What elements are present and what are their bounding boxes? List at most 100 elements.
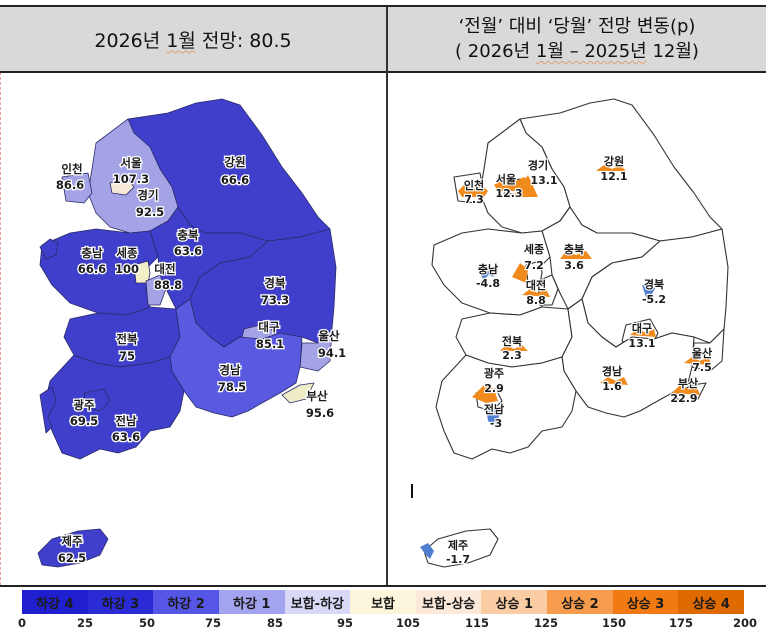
svg-text:-5.2: -5.2 (642, 293, 666, 306)
tick: 0 (17, 616, 27, 630)
svg-text:7.2: 7.2 (524, 259, 544, 272)
svg-text:서울: 서울 (496, 172, 516, 186)
margin-guide (0, 7, 2, 585)
svg-text:경남: 경남 (219, 363, 241, 377)
region-jeonnam (43, 354, 185, 460)
color-legend: 하강 4 하강 3 하강 2 하강 1 보합-하강 보합 보합-상승 상승 1 … (22, 590, 745, 614)
svg-text:부산: 부산 (306, 389, 328, 403)
forecast-map: 인천 86.6 서울 107.3 경기 92.5 강원 66.6 충북 63.6… (0, 73, 386, 585)
tick: 125 (533, 616, 559, 630)
svg-text:66.6: 66.6 (221, 173, 249, 187)
svg-text:경기: 경기 (137, 188, 158, 202)
text-cursor (411, 484, 413, 498)
tick: 115 (464, 616, 490, 630)
legend-item-down3: 하강 3 (87, 590, 154, 614)
svg-text:13.1: 13.1 (530, 174, 557, 187)
svg-text:86.6: 86.6 (56, 178, 84, 192)
svg-text:1.6: 1.6 (602, 380, 622, 393)
svg-text:12.1: 12.1 (600, 170, 627, 183)
tick: 95 (336, 616, 354, 630)
region-seoul (109, 178, 135, 196)
svg-text:울산: 울산 (692, 346, 712, 360)
svg-text:울산: 울산 (318, 329, 340, 343)
legend-item-up2: 상승 2 (547, 590, 613, 614)
svg-text:광주: 광주 (73, 398, 95, 412)
tick: 200 (732, 616, 758, 630)
svg-text:경북: 경북 (264, 276, 286, 290)
svg-text:충북: 충북 (177, 228, 199, 242)
korea-change-map: 인천 7.3 서울 12.3 경기 13.1 강원 12.1 충남 -4.8 세… (420, 98, 729, 568)
region-jeju (37, 528, 109, 568)
tick: 50 (138, 616, 156, 630)
svg-text:충북: 충북 (564, 242, 584, 256)
svg-text:22.9: 22.9 (670, 392, 697, 405)
change-markers (420, 165, 712, 559)
svg-text:광주: 광주 (484, 367, 504, 380)
legend-item-up1: 상승 1 (481, 590, 548, 614)
tick: 75 (204, 616, 222, 630)
region-sejong (133, 260, 151, 284)
korea-choropleth: 인천 86.6 서울 107.3 경기 92.5 강원 66.6 충북 63.6… (37, 98, 347, 568)
svg-text:세종: 세종 (116, 246, 138, 260)
tick: 25 (76, 616, 94, 630)
svg-text:3.6: 3.6 (564, 259, 584, 272)
svg-text:100: 100 (115, 262, 139, 276)
figure-table: 2026년 1월 전망: 80.5 ‘전월’ 대비 ‘당월’ 전망 변동(p) … (0, 5, 766, 587)
svg-text:63.6: 63.6 (112, 430, 140, 444)
svg-text:12.3: 12.3 (495, 187, 522, 200)
svg-text:88.8: 88.8 (154, 278, 182, 292)
region-gwangju (83, 388, 111, 412)
svg-text:-3: -3 (490, 417, 502, 430)
left-title: 2026년 1월 전망: 80.5 (94, 29, 292, 52)
svg-text:대구: 대구 (258, 320, 280, 334)
svg-text:제주: 제주 (448, 538, 468, 552)
svg-text:85.1: 85.1 (256, 337, 284, 351)
svg-text:78.5: 78.5 (218, 380, 246, 394)
svg-text:75: 75 (119, 349, 135, 363)
svg-text:2.9: 2.9 (484, 382, 504, 395)
svg-text:95.6: 95.6 (306, 406, 334, 420)
svg-text:강원: 강원 (604, 154, 624, 168)
svg-text:대전: 대전 (154, 262, 175, 276)
legend-item-up4: 상승 4 (678, 590, 745, 614)
tick: 175 (668, 616, 694, 630)
svg-text:66.6: 66.6 (78, 262, 106, 276)
region-daejeon (145, 274, 167, 306)
legend-item-flat-up: 보합-상승 (415, 590, 482, 614)
change-map: 인천 7.3 서울 12.3 경기 13.1 강원 12.1 충남 -4.8 세… (388, 73, 766, 585)
svg-text:충남: 충남 (478, 262, 498, 276)
svg-text:전남: 전남 (115, 414, 137, 428)
tick: 105 (395, 616, 421, 630)
legend-item-down1: 하강 1 (218, 590, 285, 614)
right-map-labels: 인천 7.3 서울 12.3 경기 13.1 강원 12.1 충남 -4.8 세… (445, 153, 713, 567)
svg-text:-1.7: -1.7 (446, 553, 470, 566)
svg-text:인천: 인천 (464, 178, 484, 192)
svg-text:62.5: 62.5 (58, 551, 86, 565)
svg-text:강원: 강원 (224, 155, 245, 169)
right-title-line1: ‘전월’ 대비 ‘당월’ 전망 변동(p) (458, 16, 696, 37)
svg-text:13.1: 13.1 (628, 337, 655, 350)
svg-text:전남: 전남 (484, 402, 504, 416)
right-header: ‘전월’ 대비 ‘당월’ 전망 변동(p) ( 2026년 1월 – 2025년… (388, 7, 766, 73)
svg-text:2.3: 2.3 (502, 349, 522, 362)
tick: 85 (266, 616, 284, 630)
svg-text:73.3: 73.3 (261, 293, 289, 307)
svg-text:69.5: 69.5 (70, 414, 98, 428)
svg-text:-4.8: -4.8 (476, 277, 500, 290)
svg-text:전북: 전북 (116, 332, 138, 346)
svg-text:전북: 전북 (502, 334, 522, 348)
svg-text:94.1: 94.1 (318, 346, 346, 360)
legend-item-down2: 하강 2 (153, 590, 219, 614)
svg-text:충남: 충남 (81, 246, 103, 260)
svg-text:63.6: 63.6 (174, 244, 202, 258)
tick: 150 (601, 616, 627, 630)
legend-item-flat-down: 보합-하강 (284, 590, 351, 614)
region-chungnam (39, 228, 159, 316)
right-title-line2: ( 2026년 1월 – 2025년 12월) (455, 41, 699, 62)
svg-text:인천: 인천 (61, 162, 82, 176)
svg-text:107.3: 107.3 (113, 172, 149, 186)
svg-text:제주: 제주 (61, 534, 83, 548)
region-busan (281, 382, 315, 404)
region-incheon (61, 172, 93, 204)
svg-text:부산: 부산 (678, 376, 698, 390)
